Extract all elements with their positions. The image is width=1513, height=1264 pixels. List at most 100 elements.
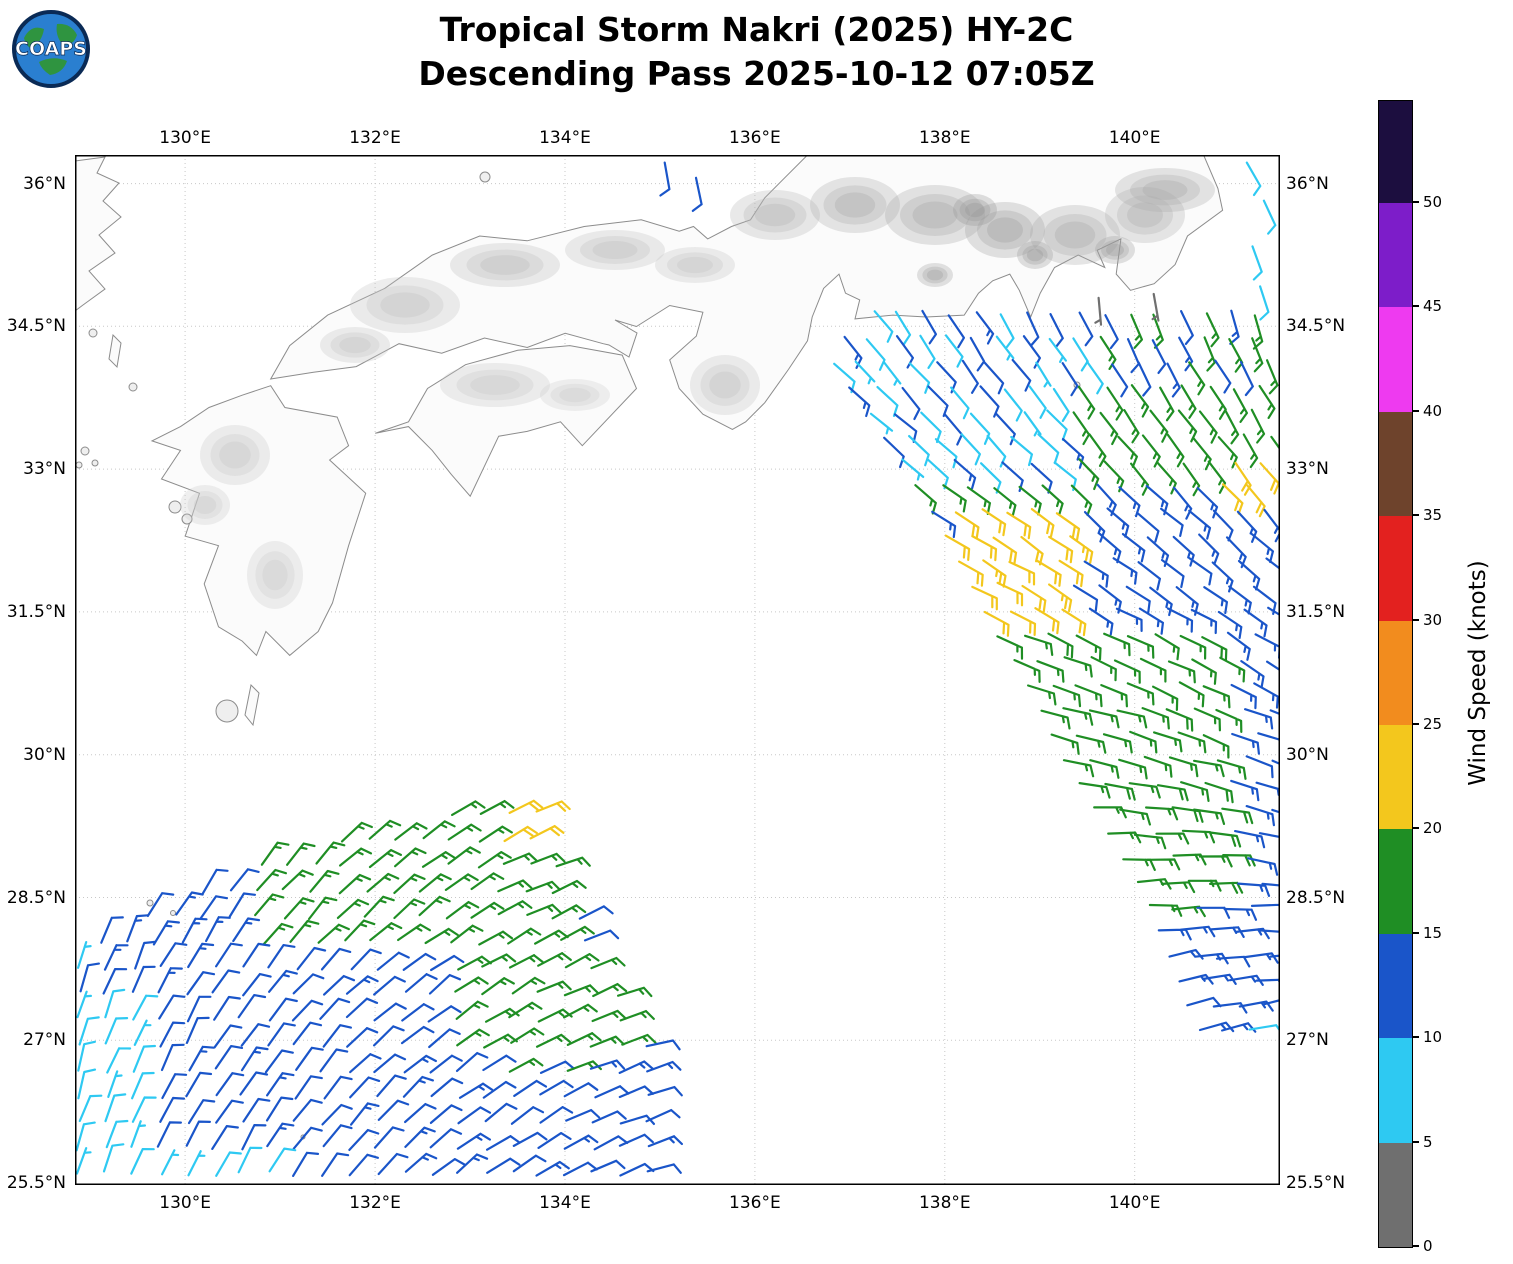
wind-barb — [691, 176, 703, 212]
wind-barb — [79, 962, 100, 993]
wind-barb — [947, 314, 965, 349]
wind-barb — [159, 1021, 186, 1048]
wind-barb — [502, 852, 539, 865]
wind-barb — [1231, 732, 1260, 755]
wind-barb — [421, 851, 457, 868]
wind-barb — [130, 1148, 155, 1175]
wind-barb — [1011, 358, 1032, 392]
wind-barb — [1167, 660, 1196, 684]
map-panel — [75, 155, 1280, 1185]
wind-barb — [1041, 484, 1064, 516]
wind-barb — [1250, 408, 1266, 444]
wind-barb — [294, 1075, 323, 1100]
wind-barb — [589, 1035, 625, 1048]
wind-barb — [992, 536, 1018, 565]
wind-barb — [393, 898, 426, 920]
wind-barb — [373, 1025, 405, 1047]
wind-barb — [1130, 313, 1143, 349]
wind-barb — [1027, 684, 1057, 706]
wind-barb — [345, 975, 379, 995]
wind-barb — [563, 1082, 599, 1098]
wind-barb — [1118, 486, 1141, 518]
wind-barb — [1155, 832, 1190, 845]
wind-barb — [1230, 779, 1260, 802]
wind-barb — [1166, 433, 1185, 468]
wind-barb — [1104, 782, 1136, 801]
wind-barb — [394, 822, 428, 841]
wind-barb — [1248, 1024, 1280, 1033]
wind-barb — [373, 1053, 407, 1074]
wind-barb — [1175, 586, 1199, 616]
y-tick-label-right: 33°N — [1286, 459, 1329, 480]
wind-barb — [512, 1154, 547, 1173]
wind-barb — [1126, 635, 1155, 659]
wind-barb — [237, 994, 267, 1019]
wind-barb — [954, 511, 980, 540]
wind-barb — [1271, 759, 1280, 766]
wind-barb — [232, 917, 261, 943]
wind-barb — [205, 916, 231, 943]
wind-barb — [317, 923, 350, 944]
wind-barb — [901, 458, 925, 481]
wind-barb — [161, 1149, 180, 1176]
wind-barb — [1188, 509, 1212, 540]
wind-barb — [1269, 709, 1280, 716]
colorbar-tick-label: 40 — [1423, 401, 1443, 420]
wind-barb — [539, 1060, 575, 1074]
wind-barb — [266, 1122, 295, 1148]
wind-barb — [268, 969, 298, 993]
wind-barb — [1146, 536, 1170, 567]
wind-barb — [647, 1135, 683, 1148]
wind-barb — [510, 1027, 545, 1044]
wind-barb — [1096, 483, 1117, 517]
wind-barb — [267, 944, 296, 969]
x-tick-label-bottom: 132°E — [349, 1193, 401, 1213]
x-tick-label-top: 132°E — [349, 128, 401, 148]
wind-barb — [102, 1143, 125, 1173]
wind-barb — [404, 1103, 437, 1124]
colorbar-segment — [1379, 203, 1412, 308]
wind-barb — [403, 1054, 437, 1074]
wind-barb — [242, 942, 271, 968]
wind-barb — [618, 1133, 654, 1147]
wind-barb — [1113, 659, 1141, 684]
wind-barb — [1048, 535, 1074, 564]
wind-barb — [1245, 805, 1275, 827]
colorbar-tick-mark — [1413, 723, 1419, 725]
wind-barb — [349, 1053, 382, 1074]
wind-barb — [456, 1028, 490, 1047]
wind-barb — [1061, 608, 1087, 637]
wind-barb — [215, 942, 243, 968]
wind-barb — [1075, 634, 1102, 661]
wind-barb — [1236, 510, 1258, 543]
wind-barb — [340, 821, 373, 843]
colorbar-tick-label: 15 — [1423, 923, 1443, 942]
wind-barb — [1226, 631, 1251, 661]
wind-barb — [132, 1044, 156, 1073]
colorbar-tick-mark — [1413, 1245, 1419, 1247]
colorbar-segment — [1379, 101, 1412, 203]
wind-barb — [646, 1060, 682, 1073]
wind-barb — [376, 1074, 407, 1098]
wind-barb — [645, 1109, 681, 1123]
wind-barb — [1180, 925, 1216, 938]
wind-barb — [1217, 610, 1243, 639]
wind-barb — [1255, 781, 1280, 796]
wind-barb — [214, 1045, 244, 1070]
wind-barb — [833, 362, 856, 394]
wind-barb — [920, 411, 942, 444]
wind-barb — [1125, 585, 1151, 614]
wind-barb — [966, 486, 991, 515]
wind-barb — [983, 610, 1010, 637]
wind-barb — [77, 1068, 97, 1100]
wind-barb — [508, 799, 544, 814]
y-tick-label-right: 27°N — [1286, 1030, 1329, 1051]
x-tick-label-bottom: 130°E — [159, 1193, 211, 1213]
wind-barb — [1061, 438, 1085, 469]
wind-barb — [366, 872, 400, 893]
wind-barb — [482, 1080, 517, 1099]
wind-barb — [1230, 683, 1257, 710]
wind-barb — [1193, 707, 1221, 732]
wind-barb — [1157, 928, 1192, 941]
wind-barb — [1088, 433, 1107, 467]
